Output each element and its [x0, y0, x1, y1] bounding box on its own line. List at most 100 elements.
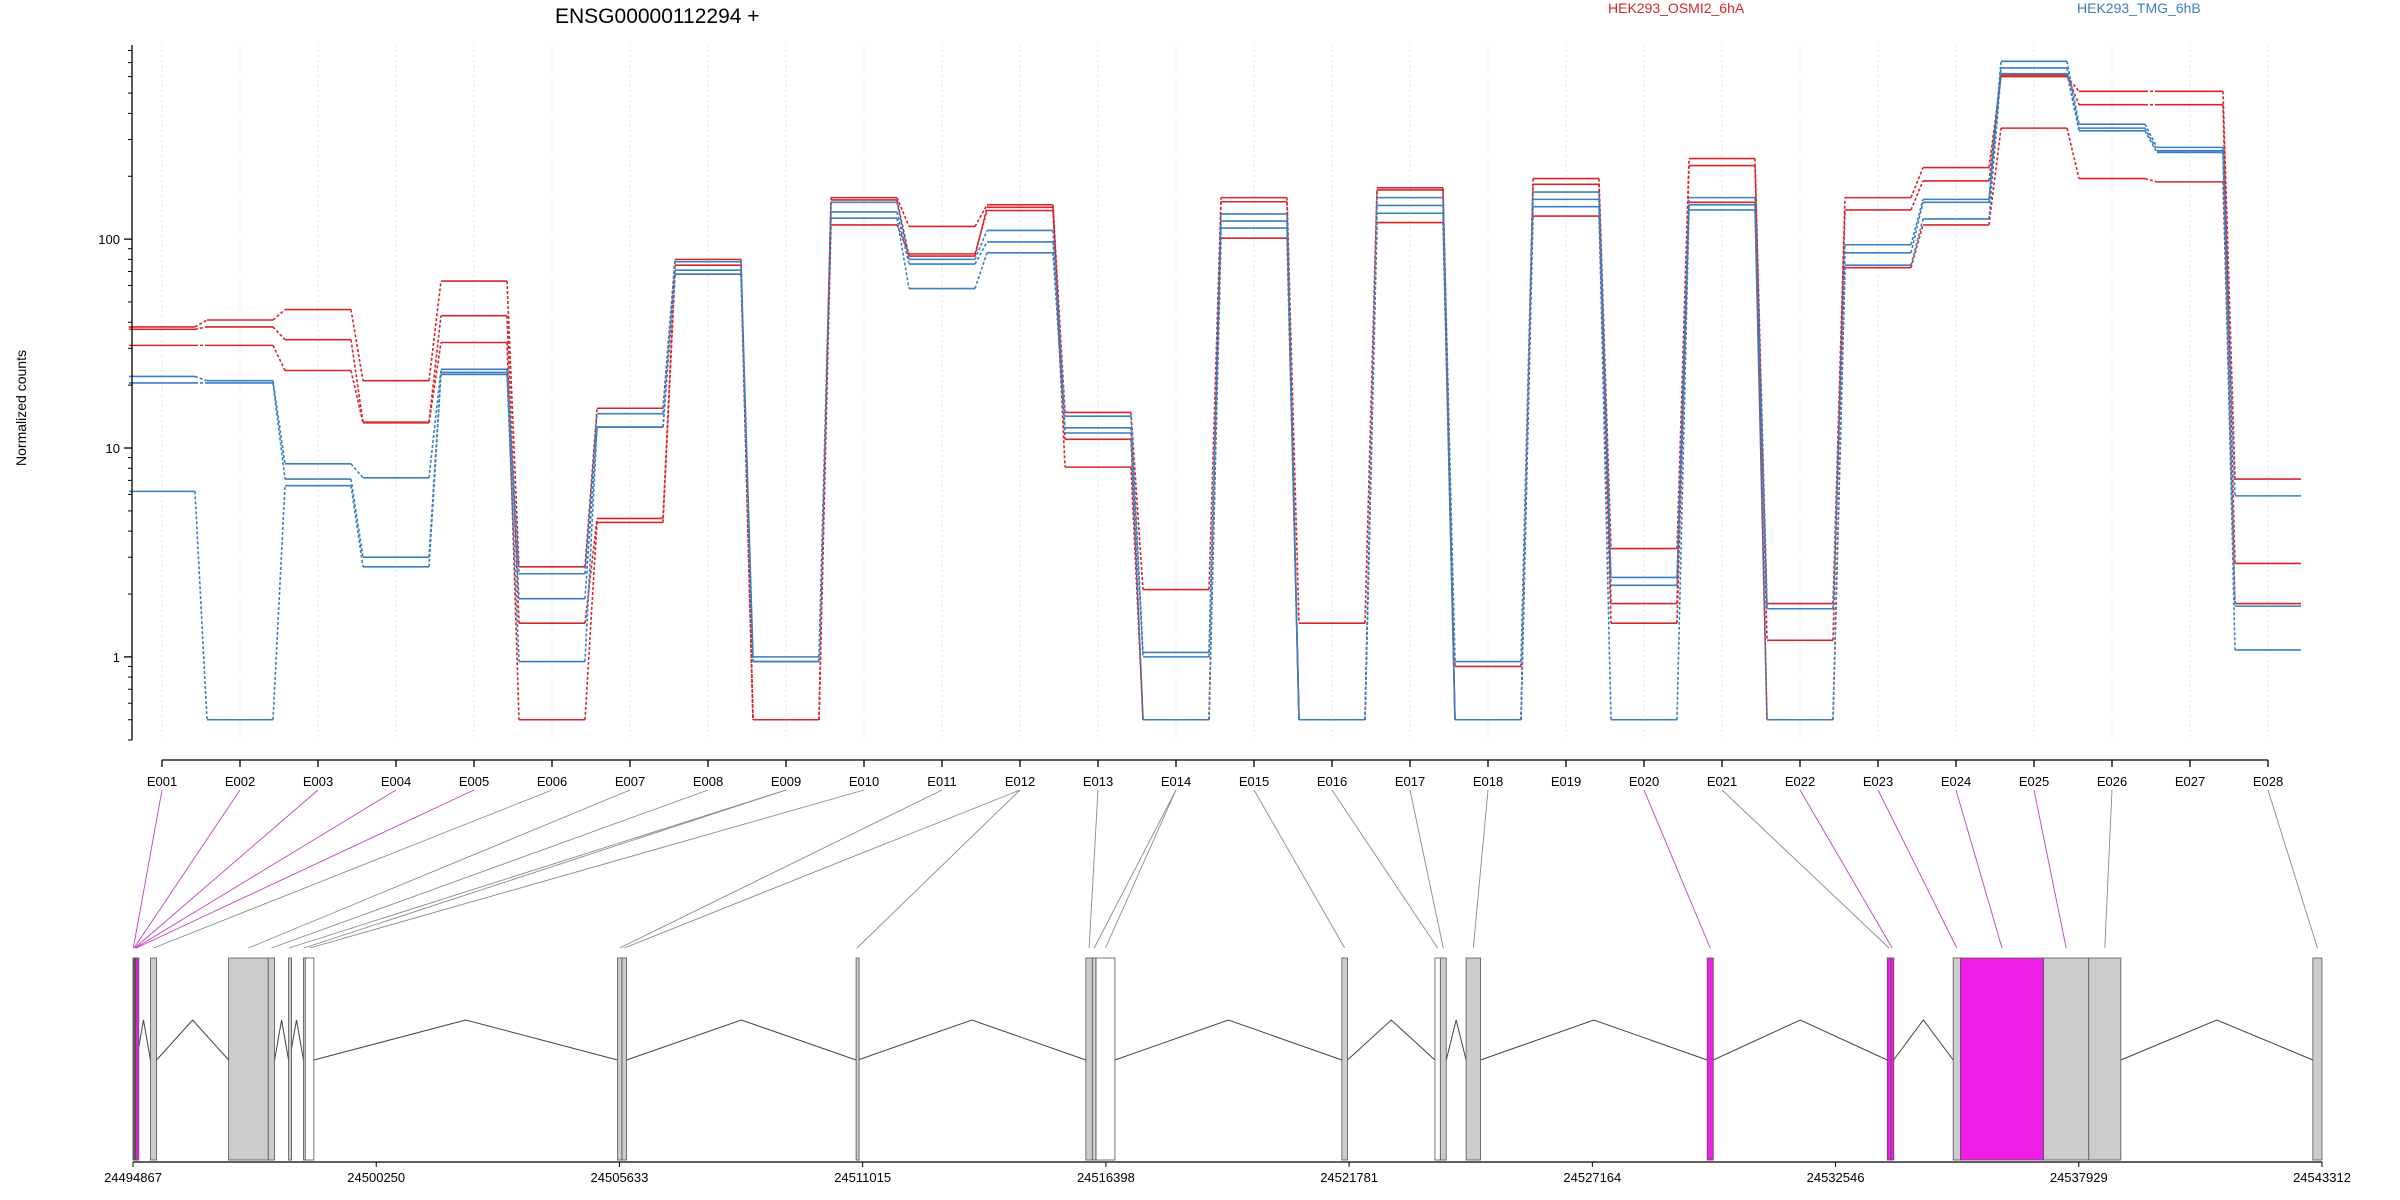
series-connector	[350, 463, 364, 479]
series-connector	[1832, 209, 1846, 641]
series-connector	[584, 427, 598, 662]
exon-block-E005	[135, 957, 140, 1161]
series-connector	[350, 370, 364, 424]
series-connector	[350, 309, 364, 381]
series-connector	[2144, 127, 2158, 152]
exon-block-E021	[1886, 957, 1892, 1161]
series-connector	[1442, 205, 1456, 720]
exon-block-E011	[617, 957, 623, 1161]
intron-line	[274, 1019, 290, 1061]
vertical-gridlines	[161, 45, 2269, 740]
series-connector	[1910, 218, 1924, 266]
connector-E015	[1253, 789, 1346, 949]
intron-line	[1713, 1019, 1888, 1061]
series-connector	[896, 211, 910, 265]
chart-title: ENSG00000112294 +	[555, 5, 760, 28]
series-connector	[1130, 427, 1144, 657]
series-connector	[1988, 67, 2002, 203]
intron-line	[626, 1019, 857, 1061]
series-connector	[1208, 221, 1222, 657]
series-connector	[584, 408, 598, 567]
exon-block-E013	[1085, 957, 1093, 1161]
x-tick-label-E023: E023	[1863, 774, 1893, 789]
series-connector	[1988, 73, 2002, 219]
series-connector	[2144, 177, 2158, 183]
connector-E008	[271, 789, 709, 949]
x-tick-label-E002: E002	[225, 774, 255, 789]
series-connector	[194, 326, 208, 331]
x-tick-label-E027: E027	[2175, 774, 2205, 789]
connector-E001	[132, 789, 163, 949]
exon-block-E007	[228, 957, 269, 1161]
series-connector	[1286, 228, 1300, 720]
genomic-tick-label: 24494867	[104, 1170, 162, 1185]
series-connector	[272, 380, 286, 464]
connector-E012	[624, 789, 1021, 949]
series-connector	[974, 230, 988, 260]
legend-label-osmi2: HEK293_OSMI2_6hA	[1608, 0, 1745, 16]
series-connector	[1208, 228, 1222, 720]
connector-E012	[856, 789, 1021, 949]
series-connector	[2222, 147, 2236, 496]
x-tick-label-E016: E016	[1317, 774, 1347, 789]
series-6	[129, 72, 2301, 721]
series-connector	[974, 241, 988, 265]
y-tick-label: 10	[106, 441, 120, 456]
series-connector	[350, 478, 364, 558]
series-lines	[129, 60, 2301, 721]
connector-E020	[1643, 789, 1711, 949]
y-tick-label: 100	[98, 232, 120, 247]
x-tick-label-E015: E015	[1239, 774, 1269, 789]
intron-line	[2120, 1019, 2314, 1061]
x-tick-label-E001: E001	[147, 774, 177, 789]
exon-block-E024	[1960, 957, 2044, 1161]
genomic-tick-label: 24543312	[2293, 1170, 2351, 1185]
exon-connectors	[132, 789, 2318, 949]
series-connector	[272, 308, 286, 321]
exon-block-E010	[304, 957, 315, 1161]
series-connector	[1130, 412, 1144, 590]
x-tick-label-E007: E007	[615, 774, 645, 789]
series-connector	[1910, 167, 1924, 198]
series-connector	[584, 518, 598, 624]
series-connector	[662, 274, 676, 523]
series-connector	[2222, 91, 2236, 480]
connector-E010	[309, 789, 865, 949]
series-connector	[428, 342, 442, 423]
legend-label-tmg: HEK293_TMG_6hB	[2077, 0, 2201, 16]
genomic-tick-label: 24516398	[1077, 1170, 1135, 1185]
connector-E022	[1799, 789, 1893, 949]
exon-block-E014	[1091, 957, 1097, 1161]
x-tick-label-E004: E004	[381, 774, 411, 789]
genomic-tick-label: 24537929	[2050, 1170, 2108, 1185]
series-connector	[272, 382, 286, 480]
exon-block-E018	[1465, 957, 1481, 1161]
exon-block-E028	[2312, 957, 2323, 1161]
connector-E017	[1409, 789, 1444, 949]
intron-line	[1445, 1019, 1467, 1061]
y-axis-label: Normalized counts	[13, 350, 29, 466]
connector-E009	[303, 789, 787, 949]
x-tick-label-E020: E020	[1629, 774, 1659, 789]
exon-block-E020	[1706, 957, 1714, 1161]
connector-E009	[288, 789, 787, 949]
exon-block-E026	[2088, 957, 2122, 1161]
connector-E013	[1088, 789, 1099, 949]
series-connector	[2144, 130, 2158, 153]
series-connector	[2144, 123, 2158, 148]
x-tick-label-E022: E022	[1785, 774, 1815, 789]
x-tick-label-E006: E006	[537, 774, 567, 789]
series-connector	[1442, 213, 1456, 720]
x-tick-label-E010: E010	[849, 774, 879, 789]
series-connector	[1130, 432, 1144, 720]
genomic-tick-label: 24521781	[1320, 1170, 1378, 1185]
series-connector	[1988, 128, 2002, 225]
x-tick-label-E028: E028	[2253, 774, 2283, 789]
x-tick-label-E012: E012	[1005, 774, 1035, 789]
series-4	[129, 60, 2301, 721]
exon-block-E006	[150, 957, 157, 1161]
series-connector	[662, 274, 676, 428]
series-connector	[2222, 104, 2236, 564]
series-connector	[974, 252, 988, 289]
